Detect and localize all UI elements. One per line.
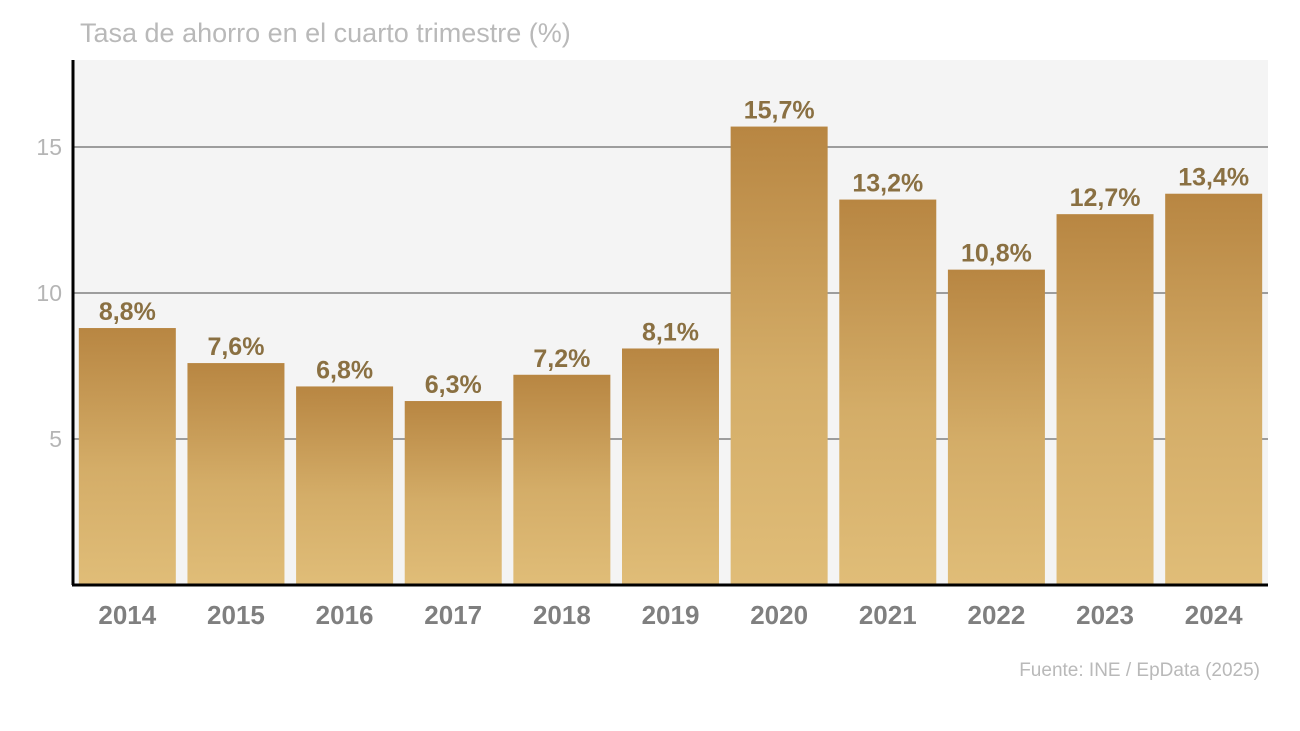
x-tick-label-2017: 2017 [424, 600, 482, 630]
value-label-2016: 6,8% [316, 356, 373, 384]
value-label-2023: 12,7% [1070, 184, 1141, 212]
value-label-2015: 7,6% [207, 333, 264, 361]
bar-2017 [404, 401, 502, 585]
x-tick-label-2016: 2016 [316, 600, 374, 630]
value-label-2014: 8,8% [99, 298, 156, 326]
x-tick-label-2019: 2019 [642, 600, 700, 630]
y-tick-label: 10 [36, 280, 62, 306]
chart-title: Tasa de ahorro en el cuarto trimestre (%… [80, 18, 571, 48]
x-tick-label-2023: 2023 [1076, 600, 1134, 630]
value-label-2020: 15,7% [744, 97, 815, 125]
value-label-2017: 6,3% [425, 371, 482, 399]
y-axis-ticks: 5 10 15 [36, 134, 62, 452]
bar-2024 [1165, 193, 1263, 585]
bar-2014 [78, 328, 176, 585]
bar-2021 [839, 199, 937, 585]
bar-2020 [730, 126, 828, 585]
bars [78, 126, 1263, 585]
bar-2023 [1056, 214, 1154, 585]
x-tick-label-2014: 2014 [98, 600, 156, 630]
value-label-2019: 8,1% [642, 318, 699, 346]
value-label-2022: 10,8% [961, 240, 1032, 268]
x-tick-label-2018: 2018 [533, 600, 591, 630]
x-tick-label-2024: 2024 [1185, 600, 1243, 630]
value-label-2024: 13,4% [1178, 164, 1249, 192]
y-tick-label: 15 [36, 134, 62, 160]
y-tick-label: 5 [49, 426, 62, 452]
x-tick-label-2020: 2020 [750, 600, 808, 630]
x-tick-label-2022: 2022 [967, 600, 1025, 630]
source-note: Fuente: INE / EpData (2025) [1019, 660, 1260, 681]
x-tick-label-2015: 2015 [207, 600, 265, 630]
bar-2015 [187, 363, 285, 585]
x-tick-label-2021: 2021 [859, 600, 917, 630]
x-axis-ticks: 2014 2015 2016 2017 2018 2019 2020 2021 2022 2023… [98, 600, 1243, 630]
value-label-2021: 13,2% [852, 170, 923, 198]
bar-2022 [947, 269, 1045, 585]
value-labels: 8,8% 7,6% 6,8% 6,3% 7,2% 8,1% 15,7% 13,2% 10,8% 1… [99, 97, 1249, 399]
value-label-2018: 7,2% [533, 345, 590, 373]
bar-2018 [513, 374, 611, 585]
bar-2019 [622, 348, 719, 585]
bar-2016 [296, 386, 394, 585]
